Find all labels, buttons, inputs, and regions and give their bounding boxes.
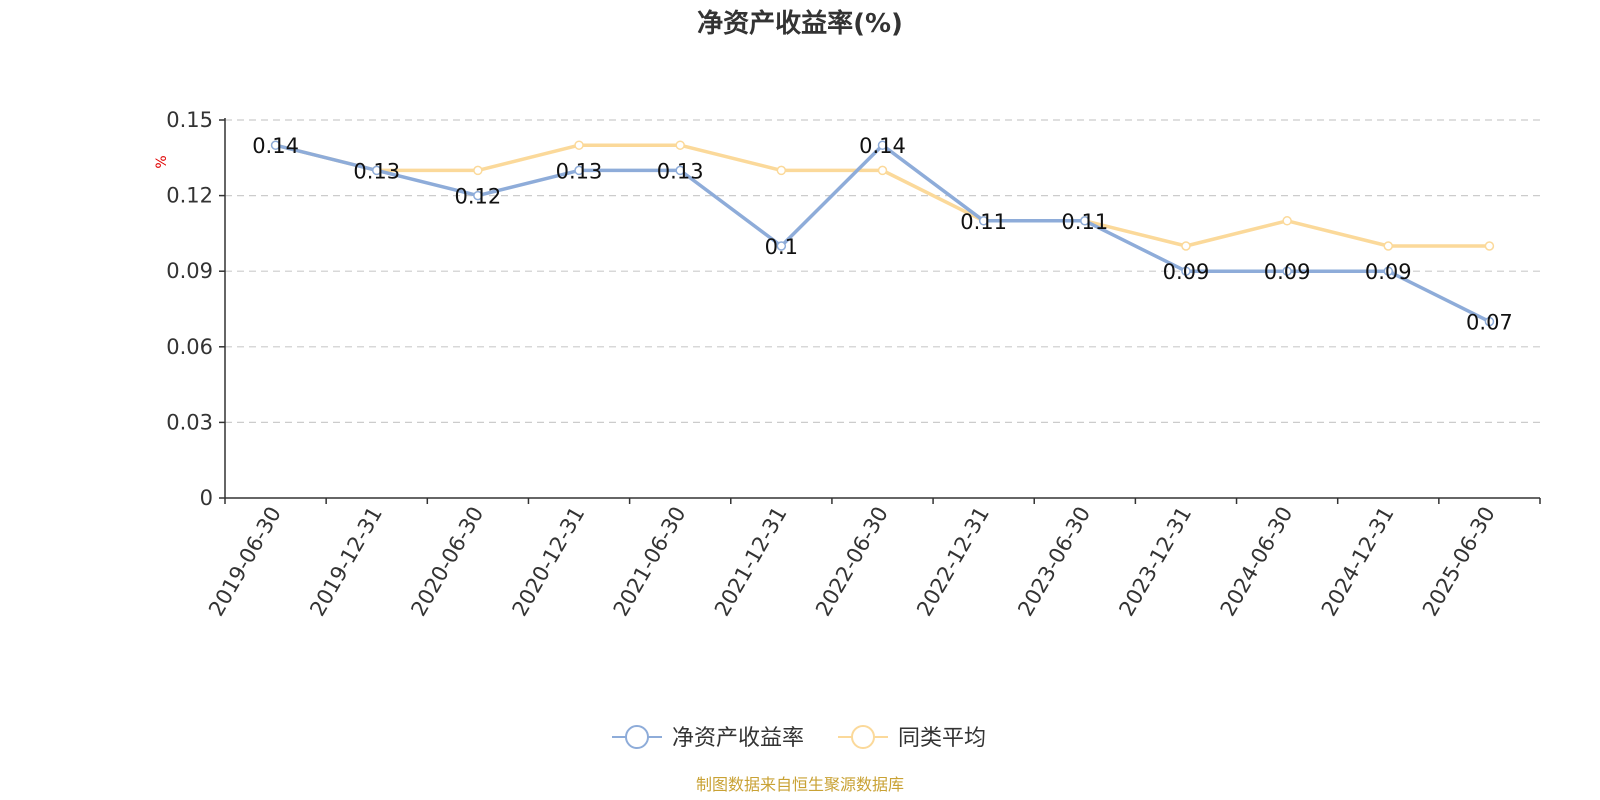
series-1-point[interactable]	[1181, 241, 1191, 251]
data-labels: 0.14 0.13 0.12 0.13 0.13 0.1 0.14 0.11 0.11 0.09 0…	[252, 134, 1513, 334]
data-label: 0.13	[556, 159, 603, 183]
data-label: 0.07	[1466, 311, 1513, 335]
legend-label: 同类平均	[898, 726, 986, 751]
data-label: 0.14	[859, 134, 906, 158]
axes: 0 0.03 0.06 0.09 0.12 0.15 2019-06-30 2019-12-3…	[166, 108, 1541, 621]
data-label: 0.09	[1264, 260, 1311, 284]
source-note: 制图数据来自恒生聚源数据库	[696, 775, 904, 794]
series-0-point[interactable]	[473, 190, 483, 201]
x-tick-label: 2022-12-31	[912, 502, 994, 620]
y-tick-label: 0.09	[166, 259, 213, 283]
legend-label: 净资产收益率	[672, 726, 804, 751]
data-label: 0.13	[657, 159, 704, 183]
legend-marker	[851, 725, 875, 749]
series-1-point[interactable]	[473, 165, 483, 176]
series-0-point[interactable]	[675, 165, 685, 176]
y-tick-label: 0.06	[166, 335, 213, 359]
series-1-point[interactable]	[776, 165, 787, 176]
series-0-point[interactable]	[270, 140, 281, 150]
series-1-point[interactable]	[675, 140, 685, 150]
chart-title: 净资产收益率(%)	[697, 8, 903, 39]
series-0-point[interactable]	[1080, 216, 1090, 226]
y-tick-label: 0.15	[166, 108, 213, 132]
x-tick-label: 2020-12-31	[508, 503, 590, 621]
data-label: 0.11	[1061, 210, 1108, 234]
y-tick-label: 0.03	[166, 410, 213, 434]
data-label: 0.09	[1163, 260, 1210, 284]
series-1-point[interactable]	[877, 165, 888, 176]
series-0-point[interactable]	[877, 140, 888, 150]
data-label: 0.13	[353, 159, 400, 183]
y-tick-label: 0	[200, 486, 213, 510]
series-0-point[interactable]	[574, 165, 584, 176]
y-tick-label: 0.12	[166, 184, 213, 208]
data-label: 0.14	[252, 134, 299, 158]
series-1-point[interactable]	[574, 140, 584, 150]
y-axis-unit-label: %	[154, 155, 170, 168]
x-tick-label: 2025-06-30	[1418, 503, 1500, 621]
x-tick-label: 2024-06-30	[1216, 503, 1298, 621]
legend-marker	[625, 725, 649, 749]
data-label: 0.09	[1365, 260, 1412, 284]
x-tick-label: 2021-06-30	[609, 503, 691, 621]
series-0-point[interactable]	[1484, 316, 1495, 327]
series-1-point[interactable]	[1484, 241, 1495, 251]
data-label: 0.1	[765, 235, 798, 259]
legend-item-0[interactable]: 净资产收益率	[612, 725, 804, 751]
legend[interactable]: 净资产收益率 同类平均	[612, 725, 986, 751]
legend-item-1[interactable]: 同类平均	[838, 725, 986, 751]
x-tick-label: 2023-12-31	[1114, 503, 1196, 621]
x-tick-label: 2024-12-31	[1317, 503, 1399, 621]
x-tick-label: 2022-06-30	[811, 503, 893, 621]
series-0-point[interactable]	[776, 241, 787, 251]
series-0-point[interactable]	[1383, 266, 1394, 276]
x-tick-label: 2021-12-31	[710, 503, 792, 621]
series-1-point[interactable]	[1282, 216, 1292, 226]
series-1-point[interactable]	[1383, 241, 1394, 251]
data-label: 0.11	[960, 210, 1007, 234]
series-0-point[interactable]	[371, 165, 382, 176]
x-tick-label: 2023-06-30	[1013, 503, 1095, 621]
data-label: 0.12	[455, 185, 502, 209]
x-tick-label: 2019-06-30	[204, 503, 286, 621]
series-lines	[270, 140, 1495, 327]
series-0-point[interactable]	[1181, 266, 1191, 276]
x-tick-label: 2019-12-31	[305, 503, 387, 621]
x-tick-label: 2020-06-30	[406, 503, 488, 621]
series-0-point[interactable]	[1282, 266, 1292, 276]
series-0-point[interactable]	[978, 216, 989, 226]
